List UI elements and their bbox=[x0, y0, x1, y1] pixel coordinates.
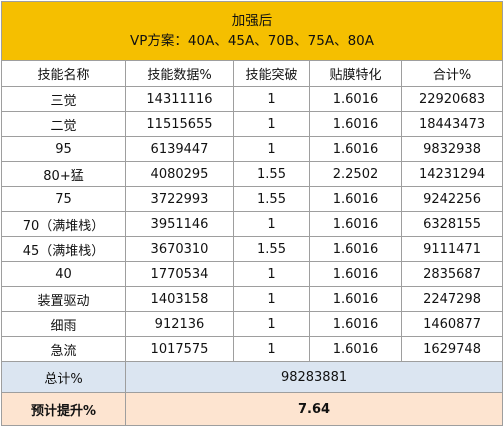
cell-breakthrough: 1 bbox=[233, 286, 310, 312]
cell-film-specialization: 1.6016 bbox=[309, 261, 402, 287]
table-row: 细雨 912136 1 1.6016 1460877 bbox=[1, 311, 503, 337]
cell-total: 14231294 bbox=[400, 161, 503, 187]
predicted-increase-value: 7.64 bbox=[124, 392, 503, 426]
title-line-1: 加强后 bbox=[231, 13, 273, 29]
cell-skill-name: 二觉 bbox=[1, 111, 126, 137]
table-row: 装置驱动 1403158 1 1.6016 2247298 bbox=[1, 286, 503, 312]
cell-breakthrough: 1 bbox=[233, 336, 310, 362]
cell-skill-data: 1017575 bbox=[125, 336, 234, 362]
title-line-2: VP方案：40A、45A、70B、75A、80A bbox=[130, 33, 375, 49]
cell-skill-data: 11515655 bbox=[125, 111, 234, 137]
table-row: 75 3722993 1.55 1.6016 9242256 bbox=[1, 186, 503, 212]
total-row: 总计% 98283881 bbox=[1, 361, 503, 393]
cell-film-specialization: 1.6016 bbox=[309, 286, 402, 312]
cell-film-specialization: 1.6016 bbox=[309, 86, 402, 112]
total-value: 98283881 bbox=[124, 361, 503, 393]
column-header-skill-name: 技能名称 bbox=[1, 60, 126, 87]
cell-total: 6328155 bbox=[400, 211, 503, 237]
cell-total: 22920683 bbox=[400, 86, 503, 112]
table-row: 二觉 11515655 1 1.6016 18443473 bbox=[1, 111, 503, 137]
cell-total: 9832938 bbox=[400, 136, 503, 162]
cell-breakthrough: 1 bbox=[233, 111, 310, 137]
cell-total: 1629748 bbox=[400, 336, 503, 362]
cell-breakthrough: 1 bbox=[233, 86, 310, 112]
cell-total: 9242256 bbox=[400, 186, 503, 212]
cell-skill-data: 14311116 bbox=[125, 86, 234, 112]
cell-skill-name: 40 bbox=[1, 261, 126, 287]
cell-skill-name: 细雨 bbox=[1, 311, 126, 337]
cell-breakthrough: 1.55 bbox=[233, 161, 310, 187]
cell-breakthrough: 1 bbox=[233, 136, 310, 162]
column-header-total: 合计% bbox=[400, 60, 503, 87]
cell-breakthrough: 1.55 bbox=[233, 186, 310, 212]
cell-skill-data: 4080295 bbox=[125, 161, 234, 187]
cell-film-specialization: 1.6016 bbox=[309, 236, 402, 262]
cell-skill-name: 急流 bbox=[1, 336, 126, 362]
column-header-skill-breakthrough: 技能突破 bbox=[233, 60, 310, 87]
column-header-film-specialization: 贴膜特化 bbox=[309, 60, 402, 87]
cell-skill-data: 6139447 bbox=[125, 136, 234, 162]
table-row: 70（满堆栈） 3951146 1 1.6016 6328155 bbox=[1, 211, 503, 237]
cell-breakthrough: 1 bbox=[233, 261, 310, 287]
cell-skill-name: 75 bbox=[1, 186, 126, 212]
cell-skill-data: 3670310 bbox=[125, 236, 234, 262]
cell-skill-name: 45（满堆栈） bbox=[1, 236, 126, 262]
title-cell: 加强后 VP方案：40A、45A、70B、75A、80A bbox=[0, 1, 503, 61]
cell-skill-name: 80+猛 bbox=[1, 161, 126, 187]
cell-skill-data: 1770534 bbox=[125, 261, 234, 287]
column-header-skill-data: 技能数据% bbox=[125, 60, 234, 87]
table-row: 急流 1017575 1 1.6016 1629748 bbox=[1, 336, 503, 362]
cell-total: 2835687 bbox=[400, 261, 503, 287]
cell-film-specialization: 1.6016 bbox=[309, 111, 402, 137]
cell-film-specialization: 2.2502 bbox=[309, 161, 402, 187]
cell-total: 9111471 bbox=[400, 236, 503, 262]
cell-breakthrough: 1 bbox=[233, 211, 310, 237]
table-row: 40 1770534 1 1.6016 2835687 bbox=[1, 261, 503, 287]
header-row: 技能名称 技能数据% 技能突破 贴膜特化 合计% bbox=[1, 60, 503, 87]
cell-skill-data: 912136 bbox=[125, 311, 234, 337]
predicted-increase-label: 预计提升% bbox=[1, 392, 126, 426]
cell-film-specialization: 1.6016 bbox=[309, 336, 402, 362]
cell-total: 18443473 bbox=[400, 111, 503, 137]
cell-film-specialization: 1.6016 bbox=[309, 311, 402, 337]
cell-breakthrough: 1 bbox=[233, 311, 310, 337]
cell-film-specialization: 1.6016 bbox=[309, 186, 402, 212]
cell-skill-name: 三觉 bbox=[1, 86, 126, 112]
table-row: 95 6139447 1 1.6016 9832938 bbox=[1, 136, 503, 162]
cell-total: 1460877 bbox=[400, 311, 503, 337]
cell-skill-data: 3722993 bbox=[125, 186, 234, 212]
table-row: 80+猛 4080295 1.55 2.2502 14231294 bbox=[1, 161, 503, 187]
cell-film-specialization: 1.6016 bbox=[309, 211, 402, 237]
cell-skill-data: 1403158 bbox=[125, 286, 234, 312]
cell-skill-name: 装置驱动 bbox=[1, 286, 126, 312]
skill-damage-table: 加强后 VP方案：40A、45A、70B、75A、80A 技能名称 技能数据% … bbox=[0, 1, 503, 426]
table-row: 三觉 14311116 1 1.6016 22920683 bbox=[1, 86, 503, 112]
cell-film-specialization: 1.6016 bbox=[309, 136, 402, 162]
cell-skill-name: 95 bbox=[1, 136, 126, 162]
total-label: 总计% bbox=[1, 361, 126, 393]
cell-breakthrough: 1.55 bbox=[233, 236, 310, 262]
cell-skill-data: 3951146 bbox=[125, 211, 234, 237]
cell-total: 2247298 bbox=[400, 286, 503, 312]
predicted-increase-row: 预计提升% 7.64 bbox=[1, 392, 503, 426]
cell-skill-name: 70（满堆栈） bbox=[1, 211, 126, 237]
table-row: 45（满堆栈） 3670310 1.55 1.6016 9111471 bbox=[1, 236, 503, 262]
